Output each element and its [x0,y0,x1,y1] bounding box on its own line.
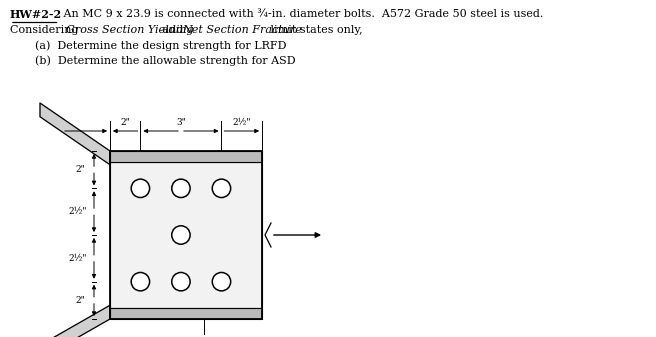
Text: Considering: Considering [10,25,82,34]
Circle shape [131,273,150,291]
Bar [110,151,262,319]
Text: (a)  Determine the design strength for LRFD: (a) Determine the design strength for LR… [35,40,287,51]
Text: and: and [159,25,187,34]
Text: 2": 2" [120,118,130,127]
Polygon shape [40,103,110,165]
Circle shape [172,179,190,197]
Text: (b)  Determine the allowable strength for ASD: (b) Determine the allowable strength for… [35,55,296,66]
Text: 2½": 2½" [232,118,251,127]
Text: Net Section Fracture: Net Section Fracture [182,25,302,34]
Circle shape [131,179,150,197]
Text: HW#2-2: HW#2-2 [10,9,62,20]
Text: 2": 2" [75,165,85,174]
Bar [110,151,262,162]
Text: An MC 9 x 23.9 is connected with ¾-in. diameter bolts.  A572 Grade 50 steel is u: An MC 9 x 23.9 is connected with ¾-in. d… [60,9,543,19]
Text: limit states only,: limit states only, [266,25,362,34]
Bar [110,162,262,308]
Text: 2½": 2½" [69,254,87,263]
Bar [110,308,262,319]
Circle shape [172,273,190,291]
Polygon shape [40,305,110,337]
Text: 2": 2" [75,296,85,305]
Circle shape [213,273,231,291]
Text: 2½": 2½" [69,207,87,216]
Text: Gross Section Yielding: Gross Section Yielding [66,25,194,34]
Circle shape [172,226,190,244]
Text: 3": 3" [176,118,186,127]
Circle shape [213,179,231,197]
